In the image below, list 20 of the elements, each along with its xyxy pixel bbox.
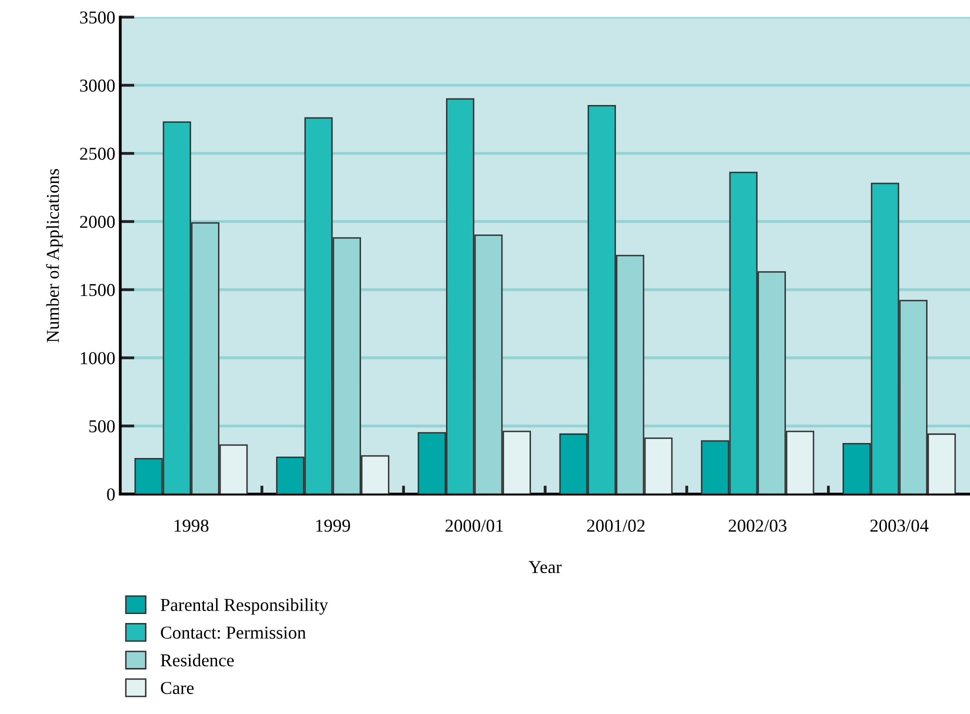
y-tick-label: 3000 xyxy=(80,80,115,92)
legend-label: Parental Responsibility xyxy=(160,598,328,615)
legend-label: Contact: Permission xyxy=(160,626,306,639)
x-tick-label: 2003/04 xyxy=(870,520,928,532)
y-tick-label: 3500 xyxy=(80,11,115,24)
y-tick-label: 2500 xyxy=(80,148,115,160)
legend-label: Care xyxy=(160,682,194,694)
y-tick-label: 500 xyxy=(89,420,115,432)
x-tick-label: 2001/02 xyxy=(587,520,645,532)
y-tick-label: 2000 xyxy=(80,216,115,228)
x-tick-label: 2000/01 xyxy=(446,520,503,532)
y-tick-label: 1500 xyxy=(80,284,115,296)
y-tick-label: 1000 xyxy=(80,352,115,364)
y-axis-title: Number of Applications xyxy=(46,169,63,342)
legend-label: Residence xyxy=(160,654,234,666)
x-tick-label: 1998 xyxy=(174,520,208,532)
x-axis-title: Year xyxy=(528,561,562,574)
x-tick-label: 2002/03 xyxy=(728,520,786,532)
x-tick-label: 1999 xyxy=(316,520,350,532)
y-tick-label: 0 xyxy=(107,488,115,501)
